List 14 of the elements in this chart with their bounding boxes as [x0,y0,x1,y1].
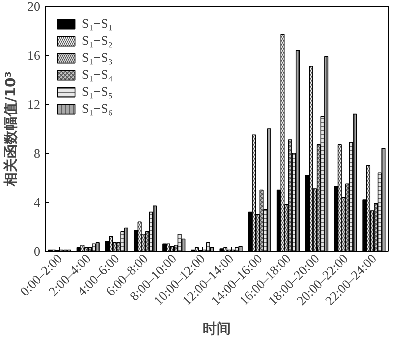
x-axis-title: 时间 [203,322,231,338]
y-tick-label: 16 [28,48,41,63]
y-tick-label: 8 [34,146,40,161]
legend-label: S₁−S₃ [82,50,113,66]
legend-label: S₁−S₂ [82,33,113,49]
legend-label: S₁−S₆ [82,101,113,117]
y-tick-label: 4 [34,195,41,210]
legend-label: S₁−S₁ [82,16,113,32]
legend-label: S₁−S₄ [82,67,113,83]
y-tick-label: 12 [28,97,40,112]
legend-label: S₁−S₅ [82,84,113,100]
y-axis-title: 相关函数幅值/10³ [2,72,20,188]
y-tick-label: 20 [28,0,40,14]
y-tick-label: 0 [34,244,40,259]
